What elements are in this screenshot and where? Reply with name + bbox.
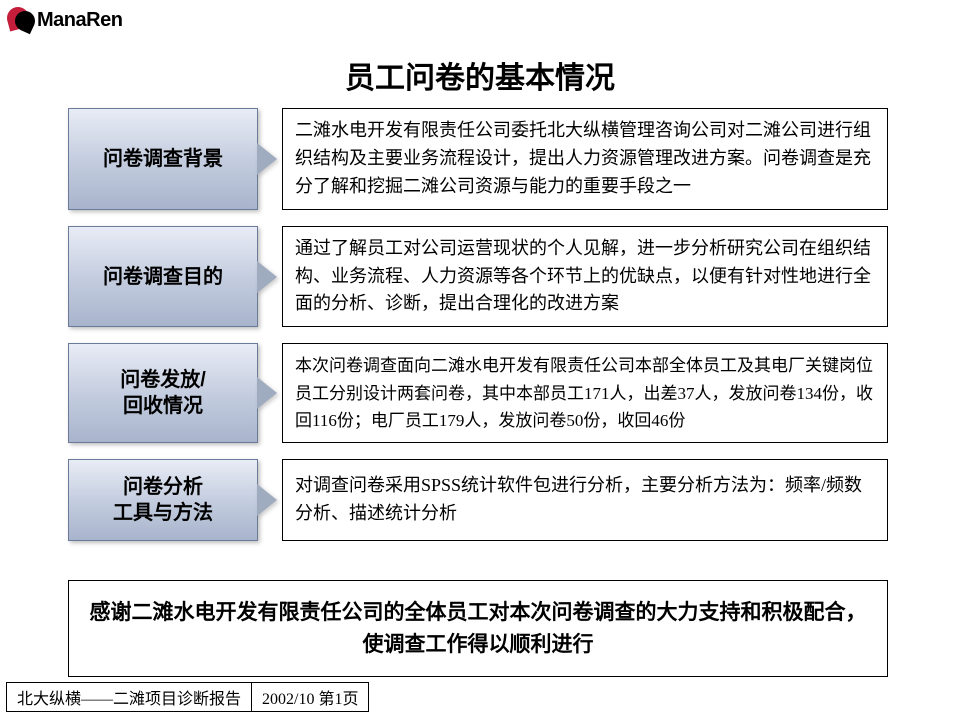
thanks-box: 感谢二滩水电开发有限责任公司的全体员工对本次问卷调查的大力支持和积极配合，使调查… (68, 580, 888, 677)
section-label-purpose: 问卷调查目的 (68, 226, 258, 328)
section-desc-background: 二滩水电开发有限责任公司委托北大纵横管理咨询公司对二滩公司进行组织结构及主要业务… (282, 108, 888, 210)
section-row: 问卷调查目的 通过了解员工对公司运营现状的个人见解，进一步分析研究公司在组织结构… (68, 226, 888, 328)
footer: 北大纵横——二滩项目诊断报告 2002/10 第1页 (6, 682, 369, 712)
section-desc-distribution: 本次问卷调查面向二滩水电开发有限责任公司本部全体员工及其电厂关键岗位员工分别设计… (282, 343, 888, 443)
section-label-background: 问卷调查背景 (68, 108, 258, 210)
section-label-analysis: 问卷分析 工具与方法 (68, 459, 258, 541)
section-row: 问卷分析 工具与方法 对调查问卷采用SPSS统计软件包进行分析，主要分析方法为：… (68, 459, 888, 541)
content-area: 问卷调查背景 二滩水电开发有限责任公司委托北大纵横管理咨询公司对二滩公司进行组织… (68, 108, 888, 557)
logo: ManaRen (5, 5, 122, 35)
section-row: 问卷发放/ 回收情况 本次问卷调查面向二滩水电开发有限责任公司本部全体员工及其电… (68, 343, 888, 443)
section-desc-analysis: 对调查问卷采用SPSS统计软件包进行分析，主要分析方法为：频率/频数分析、描述统… (282, 459, 888, 541)
logo-mark (5, 5, 35, 35)
page-title: 员工问卷的基本情况 (0, 53, 960, 97)
section-label-distribution: 问卷发放/ 回收情况 (68, 343, 258, 443)
logo-text: ManaRen (37, 9, 122, 32)
footer-right: 2002/10 第1页 (252, 682, 369, 712)
footer-left: 北大纵横——二滩项目诊断报告 (6, 682, 252, 712)
section-row: 问卷调查背景 二滩水电开发有限责任公司委托北大纵横管理咨询公司对二滩公司进行组织… (68, 108, 888, 210)
section-desc-purpose: 通过了解员工对公司运营现状的个人见解，进一步分析研究公司在组织结构、业务流程、人… (282, 226, 888, 328)
